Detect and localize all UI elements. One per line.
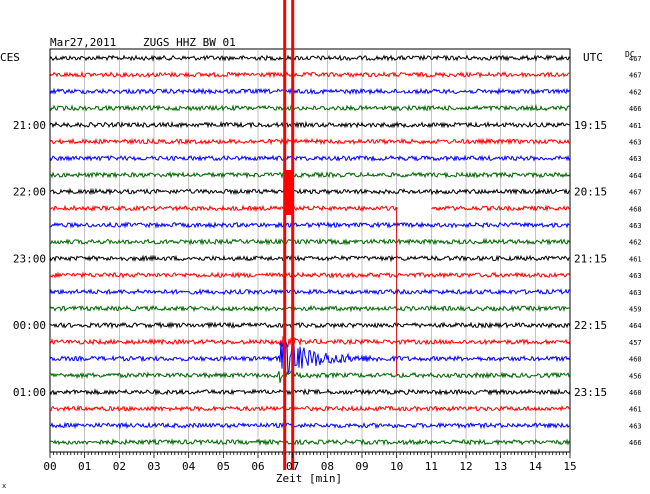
seismic-trace: [49, 137, 571, 146]
x-tick-label: 06: [251, 460, 264, 473]
left-timezone-label: CES: [0, 51, 20, 64]
seismic-trace: [49, 254, 571, 263]
seismic-trace: [49, 321, 571, 330]
left-time-label: 23:00: [13, 252, 46, 265]
dc-value-label: 463: [629, 422, 642, 430]
x-tick-label: 00: [43, 460, 56, 473]
x-axis: 00 01 02 03 04 05 06 07 08 09 10 11 12 13 14 15: [43, 452, 577, 473]
event-layer: [283, 0, 432, 470]
left-time-label: 22:00: [13, 186, 46, 199]
dc-value-label: 462: [629, 239, 642, 247]
dc-value-label: 463: [629, 139, 642, 147]
corner-mark: x: [2, 482, 6, 490]
seismic-trace: [49, 421, 571, 430]
x-tick-label: 03: [147, 460, 160, 473]
header-date: Mar27,2011: [50, 36, 116, 49]
dc-value-label: 467: [629, 72, 642, 80]
seismic-trace: [49, 204, 571, 213]
seismic-trace: [49, 187, 571, 196]
dc-value-label: 466: [629, 439, 642, 447]
seismic-trace: [50, 221, 571, 230]
red-event-marker-blob: [284, 170, 294, 215]
dc-value-label: 463: [629, 155, 642, 163]
red-event-marker-right: [291, 0, 295, 470]
dc-value-label: 467: [629, 189, 642, 197]
seismic-trace: [49, 287, 571, 296]
trace-lines: [49, 54, 571, 447]
x-tick-label: 14: [529, 460, 543, 473]
left-time-label: 21:00: [13, 119, 46, 132]
dc-value-label: 460: [629, 389, 642, 397]
seismic-trace: [49, 70, 571, 79]
right-timezone-label: UTC: [583, 51, 603, 64]
header-station: ZUGS HHZ BW 01: [143, 36, 236, 49]
seismic-trace: [49, 87, 571, 96]
x-tick-label: 07: [286, 460, 299, 473]
seismic-trace: [49, 104, 571, 112]
seismic-trace: [49, 387, 571, 396]
dc-value-label: 461: [629, 406, 642, 414]
seismic-trace: [49, 341, 571, 375]
dc-value-label: 463: [629, 289, 642, 297]
red-event-marker-left: [283, 0, 287, 470]
right-time-label: 20:15: [574, 186, 607, 199]
left-time-label: 00:00: [13, 319, 46, 332]
x-tick-label: 12: [459, 460, 472, 473]
dc-value-label: 464: [629, 322, 642, 330]
seismic-trace: [49, 335, 571, 348]
x-tick-label: 13: [494, 460, 507, 473]
time-labels: 21:00 22:00 23:00 00:00 01:00 19:15 20:15 21:15…: [13, 55, 642, 447]
gap-blank: [397, 200, 432, 215]
left-time-label: 01:00: [13, 386, 46, 399]
x-tick-label: 11: [425, 460, 438, 473]
x-tick-label: 09: [355, 460, 368, 473]
right-time-label: 21:15: [574, 252, 607, 265]
dc-value-label: 468: [629, 205, 642, 213]
dc-value-label: 461: [629, 122, 642, 130]
dc-value-label: 461: [629, 255, 642, 263]
x-tick-label: 05: [217, 460, 230, 473]
seismic-trace: [49, 170, 571, 179]
seismic-trace: [49, 304, 571, 313]
seismic-trace: [49, 404, 571, 413]
dc-column-label: DC: [625, 50, 635, 59]
seismic-trace: [49, 237, 571, 246]
dc-value-label: 467: [629, 55, 642, 63]
x-tick-label: 08: [321, 460, 334, 473]
dc-value-label: 457: [629, 339, 642, 347]
dc-value-label: 460: [629, 356, 642, 364]
seismic-trace: [49, 370, 571, 383]
x-tick-label: 10: [390, 460, 403, 473]
dc-value-label: 463: [629, 272, 642, 280]
seismic-trace: [49, 120, 571, 129]
seismic-trace: [49, 54, 571, 62]
x-tick-label: 02: [113, 460, 126, 473]
dc-value-label: 463: [629, 222, 642, 230]
x-tick-label: 04: [182, 460, 196, 473]
seismic-trace: [49, 438, 571, 447]
right-time-label: 19:15: [574, 119, 607, 132]
dc-value-label: 464: [629, 172, 642, 180]
seismic-trace: [49, 154, 571, 163]
seismic-trace: [49, 271, 571, 280]
dc-value-label: 462: [629, 88, 642, 96]
right-time-label: 23:15: [574, 386, 607, 399]
right-time-label: 22:15: [574, 319, 607, 332]
x-axis-label: Zeit [min]: [276, 472, 342, 485]
dc-value-label: 459: [629, 306, 642, 314]
dc-value-label: 456: [629, 372, 642, 380]
dc-value-label: 466: [629, 105, 642, 113]
x-tick-label: 01: [78, 460, 91, 473]
x-tick-label: 15: [563, 460, 576, 473]
